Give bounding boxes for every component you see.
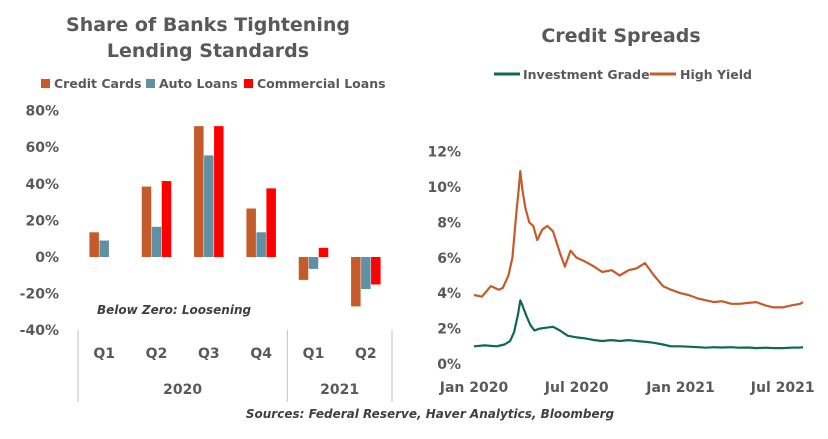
loosening-annotation: Below Zero: Loosening	[97, 303, 252, 317]
line-y-tick-label: 10%	[427, 180, 461, 196]
legend-label-auto-loans: Auto Loans	[159, 76, 238, 91]
line-x-axis-ticks: Jan 2020 Jul 2020 Jan 2021 Jul 2021	[439, 380, 815, 396]
bar-x-tick-label: Q4	[250, 346, 272, 362]
bar-auto-loans	[204, 155, 214, 257]
bar-commercial-loans	[318, 247, 329, 257]
line-y-tick-label: 8%	[437, 215, 461, 231]
line-x-tick-label: Jul 2021	[750, 380, 815, 396]
bar-x-tick-label: Q3	[198, 346, 220, 362]
bar-auto-loans	[361, 257, 371, 290]
line-y-tick-label: 2%	[437, 322, 461, 338]
legend-label-credit-cards: Credit Cards	[54, 76, 142, 91]
bar-y-tick-label: -40%	[20, 323, 59, 339]
bar-x-tick-label: Q1	[303, 346, 325, 362]
bar-y-tick-label: 60%	[25, 140, 59, 156]
bar-x-group-label: 2020	[163, 382, 202, 398]
bar-commercial-loans	[371, 257, 381, 285]
sources-footnote: Sources: Federal Reserve, Haver Analytic…	[246, 407, 615, 421]
legend-swatch-credit-cards	[41, 79, 50, 88]
bar-credit-cards	[141, 186, 152, 257]
line-y-axis-ticks: 0% 2% 4% 6% 8% 10% 12%	[427, 145, 461, 373]
bar-chart-legend: Credit Cards Auto Loans Commercial Loans	[41, 76, 386, 91]
line-chart-panel: Credit Spreads Investment Grade High Yie…	[427, 25, 814, 396]
bar-commercial-loans	[214, 126, 224, 257]
bar-y-tick-label: 80%	[25, 104, 59, 120]
high-yield-line	[473, 170, 804, 309]
legend-label-high-yield: High Yield	[680, 67, 752, 82]
bar-y-tick-label: -20%	[20, 287, 59, 303]
bar-auto-loans	[99, 240, 109, 257]
bar-y-tick-label: 40%	[25, 177, 59, 193]
bar-y-axis-ticks: -40% -20% 0% 20% 40% 60% 80%	[20, 104, 59, 340]
line-chart-legend: Investment Grade High Yield	[494, 67, 752, 82]
bar-credit-cards	[246, 208, 256, 257]
bar-x-tick-label: Q1	[93, 346, 115, 362]
bar-commercial-loans	[266, 188, 276, 257]
legend-label-commercial-loans: Commercial Loans	[257, 76, 386, 91]
line-x-tick-label: Jan 2021	[645, 380, 714, 396]
line-x-tick-label: Jul 2020	[544, 380, 609, 396]
line-y-tick-label: 4%	[437, 286, 461, 302]
investment-grade-line	[473, 299, 804, 350]
bar-x-tick-label: Q2	[355, 346, 377, 362]
bar-chart-title-line-2: Lending Standards	[107, 40, 309, 62]
bar-auto-loans	[308, 257, 319, 269]
bar-commercial-loans	[161, 181, 172, 257]
line-chart-title: Credit Spreads	[541, 25, 700, 47]
bar-chart-panel: Share of Banks Tightening Lending Standa…	[20, 14, 393, 402]
bar-x-axis: 2020 2021 Q1 Q2 Q3 Q4 Q1 Q2	[77, 330, 393, 402]
bar-chart-bars	[89, 126, 381, 307]
line-y-tick-label: 6%	[437, 251, 461, 267]
bar-credit-cards	[194, 126, 204, 257]
legend-swatch-commercial-loans	[244, 79, 253, 88]
line-y-tick-label: 0%	[437, 357, 461, 373]
bar-y-tick-label: 0%	[35, 250, 59, 266]
line-y-tick-label: 12%	[427, 145, 461, 161]
bar-x-tick-label: Q2	[146, 346, 168, 362]
legend-swatch-auto-loans	[146, 79, 155, 88]
bar-auto-loans	[256, 232, 266, 257]
bar-credit-cards	[89, 232, 99, 257]
legend-label-investment-grade: Investment Grade	[523, 67, 650, 82]
line-chart-series	[473, 170, 804, 350]
bar-chart-title-line-1: Share of Banks Tightening	[66, 14, 350, 36]
bar-credit-cards	[351, 257, 361, 307]
line-x-tick-label: Jan 2020	[439, 380, 509, 396]
bar-x-group-label: 2021	[320, 382, 359, 398]
bar-y-tick-label: 20%	[25, 213, 59, 229]
bar-auto-loans	[151, 226, 162, 257]
bar-credit-cards	[298, 257, 309, 280]
